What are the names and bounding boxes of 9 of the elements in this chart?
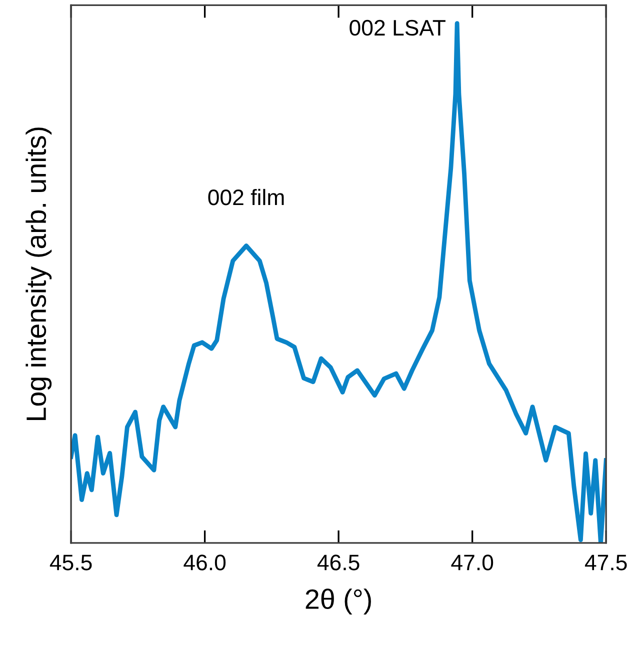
- y-axis-title: Log intensity (arb. units): [26, 128, 52, 420]
- x-tick-label: 45.5: [50, 554, 92, 570]
- annotation: 002 LSAT: [350, 20, 446, 36]
- annotation: 002 film: [208, 188, 284, 206]
- x-tick-label: 46.5: [317, 554, 360, 570]
- x-tick-label: 47.0: [451, 554, 494, 570]
- x-tick-label: 47.5: [584, 554, 627, 570]
- x-axis-title: 2θ (°): [306, 588, 371, 615]
- x-tick-label: 46.0: [184, 554, 226, 570]
